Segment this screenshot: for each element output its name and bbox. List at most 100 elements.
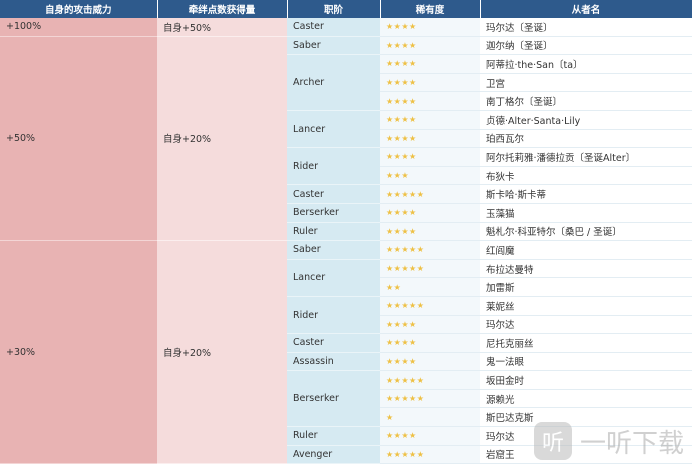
rarity-stars: ★★★★ <box>380 91 480 111</box>
table-row: Rider ★★★★ 阿尔托莉雅·潘德拉贡〔圣诞Alter〕 <box>0 147 692 186</box>
rarity-stars: ★★★★ <box>380 203 480 223</box>
class-cell: Avenger <box>287 445 380 464</box>
rarity-stars: ★★★★ <box>380 54 480 74</box>
table-row: Caster ★★★★ 尼托克丽丝 <box>0 333 692 353</box>
rarity-stars: ★★★★ <box>380 36 480 56</box>
table-row: +30% 自身+20% Saber ★★★★★ 红阎魔 <box>0 240 692 464</box>
rarity-stars: ★★★ <box>380 166 480 186</box>
bond-bonus-cell: 自身+50% <box>157 18 287 37</box>
bond-bonus-cell: 自身+20% <box>157 240 287 464</box>
table-row: ★★★★ 玛尔达 <box>0 315 692 335</box>
servant-name: 坂田金时 <box>480 370 692 390</box>
table-row: Assassin ★★★★ 鬼一法眼 <box>0 352 692 372</box>
table-row: ★★★★ 南丁格尔〔圣诞〕 <box>0 91 692 111</box>
servant-name: 玉藻猫 <box>480 203 692 223</box>
class-cell: Berserker <box>287 203 380 223</box>
class-cell: Saber <box>287 240 380 260</box>
class-cell: Ruler <box>287 426 380 446</box>
servant-name: 阿尔托莉雅·潘德拉贡〔圣诞Alter〕 <box>480 147 692 167</box>
rarity-stars: ★★★★ <box>380 110 480 130</box>
rarity-stars: ★★★★★ <box>380 184 480 204</box>
class-cell: Rider <box>287 296 380 335</box>
header-row: 自身的攻击威力 牵绊点数获得量 职阶 稀有度 从者名 <box>0 0 692 18</box>
servant-name: 尼托克丽丝 <box>480 333 692 353</box>
attack-bonus-cell: +100% <box>0 18 157 37</box>
class-cell: Caster <box>287 184 380 204</box>
servant-name: 南丁格尔〔圣诞〕 <box>480 91 692 111</box>
servant-name: 贞德·Alter·Santa·Lily <box>480 110 692 130</box>
rarity-stars: ★★★★ <box>380 352 480 372</box>
table-row: +100% 自身+50% Caster ★★★★ 玛尔达〔圣诞〕 <box>0 18 692 37</box>
rarity-stars: ★★★★ <box>380 147 480 167</box>
table-row: Ruler ★★★★ 玛尔达 <box>0 426 692 446</box>
servant-name: 卫宫 <box>480 73 692 93</box>
table-row: Ruler ★★★★ 魁札尔·科亚特尔〔桑巴 / 圣诞〕 <box>0 222 692 242</box>
watermark: 听 一听下载 <box>533 422 684 460</box>
table-row: ★★★★ 珀西瓦尔 <box>0 129 692 149</box>
table-row: ★★ 加雷斯 <box>0 277 692 297</box>
table-row: Lancer ★★★★ 贞德·Alter·Santa·Lily <box>0 110 692 149</box>
class-cell: Caster <box>287 18 380 37</box>
rarity-stars: ★★★★ <box>380 315 480 335</box>
rarity-stars: ★★★★★ <box>380 389 480 409</box>
table-row: +50% 自身+20% Saber ★★★★ 迦尔纳〔圣诞〕 <box>0 36 692 242</box>
servant-name: 玛尔达 <box>480 315 692 335</box>
rarity-stars: ★★★★★ <box>380 296 480 316</box>
servant-name: 布狄卡 <box>480 166 692 186</box>
rarity-stars: ★★★★ <box>380 426 480 446</box>
rarity-stars: ★★ <box>380 277 480 297</box>
class-cell: Archer <box>287 54 380 111</box>
class-cell: Berserker <box>287 370 380 428</box>
servant-name: 迦尔纳〔圣诞〕 <box>480 36 692 56</box>
header-servant: 从者名 <box>480 0 692 18</box>
rarity-stars: ★★★★ <box>380 333 480 353</box>
table-row: ★★★★ 卫宫 <box>0 73 692 93</box>
table-row: ★★★★★ 源赖光 <box>0 389 692 409</box>
rarity-stars: ★★★★ <box>380 129 480 149</box>
servant-name: 红阎魔 <box>480 240 692 260</box>
servant-name: 魁札尔·科亚特尔〔桑巴 / 圣诞〕 <box>480 222 692 242</box>
servant-name: 布拉达曼特 <box>480 259 692 279</box>
header-rarity: 稀有度 <box>380 0 481 18</box>
class-cell: Assassin <box>287 352 380 372</box>
servant-name: 鬼一法眼 <box>480 352 692 372</box>
header-class: 职阶 <box>287 0 381 18</box>
rarity-stars: ★★★★ <box>380 222 480 242</box>
watermark-logo: 听 <box>533 422 572 460</box>
table-body: +100% 自身+50% Caster ★★★★ 玛尔达〔圣诞〕 +50% 自身+20% Sa… <box>0 18 692 464</box>
attack-bonus-cell: +50% <box>0 36 157 242</box>
servant-name: 莱妮丝 <box>480 296 692 316</box>
bond-bonus-cell: 自身+20% <box>157 36 287 242</box>
rarity-stars: ★★★★★ <box>380 370 480 390</box>
table-row: Lancer ★★★★★ 布拉达曼特 <box>0 259 692 297</box>
rarity-stars: ★★★★ <box>380 18 480 37</box>
class-cell: Ruler <box>287 222 380 242</box>
class-cell: Saber <box>287 36 380 56</box>
table-row: ★★★ 布狄卡 <box>0 166 692 186</box>
table-row: Berserker ★★★★ 玉藻猫 <box>0 203 692 223</box>
table-row: Rider ★★★★★ 莱妮丝 <box>0 296 692 335</box>
servant-name: 加雷斯 <box>480 277 692 297</box>
header-bond: 牵绊点数获得量 <box>157 0 288 18</box>
table-row: Archer ★★★★ 阿蒂拉·the·San〔ta〕 <box>0 54 692 111</box>
class-cell: Lancer <box>287 259 380 297</box>
class-cell: Caster <box>287 333 380 353</box>
table-row: Caster ★★★★★ 斯卡哈·斯卡蒂 <box>0 184 692 204</box>
class-cell: Rider <box>287 147 380 186</box>
servant-name: 源赖光 <box>480 389 692 409</box>
servant-name: 玛尔达〔圣诞〕 <box>480 18 692 37</box>
table-row: Avenger ★★★★★ 岩窟王 <box>0 445 692 464</box>
servant-name: 斯卡哈·斯卡蒂 <box>480 184 692 204</box>
rarity-stars: ★★★★★ <box>380 259 480 279</box>
servant-name: 珀西瓦尔 <box>480 129 692 149</box>
rarity-stars: ★★★★ <box>380 73 480 93</box>
servant-name: 岩窟王 <box>480 445 692 464</box>
servant-name: 阿蒂拉·the·San〔ta〕 <box>480 54 692 74</box>
rarity-stars: ★ <box>380 407 480 428</box>
class-cell: Lancer <box>287 110 380 149</box>
table-row: ★ 斯巴达克斯 <box>0 407 692 428</box>
servant-name: 玛尔达 <box>480 426 692 446</box>
table-row: Berserker ★★★★★ 坂田金时 <box>0 370 692 428</box>
attack-bonus-cell: +30% <box>0 240 157 464</box>
